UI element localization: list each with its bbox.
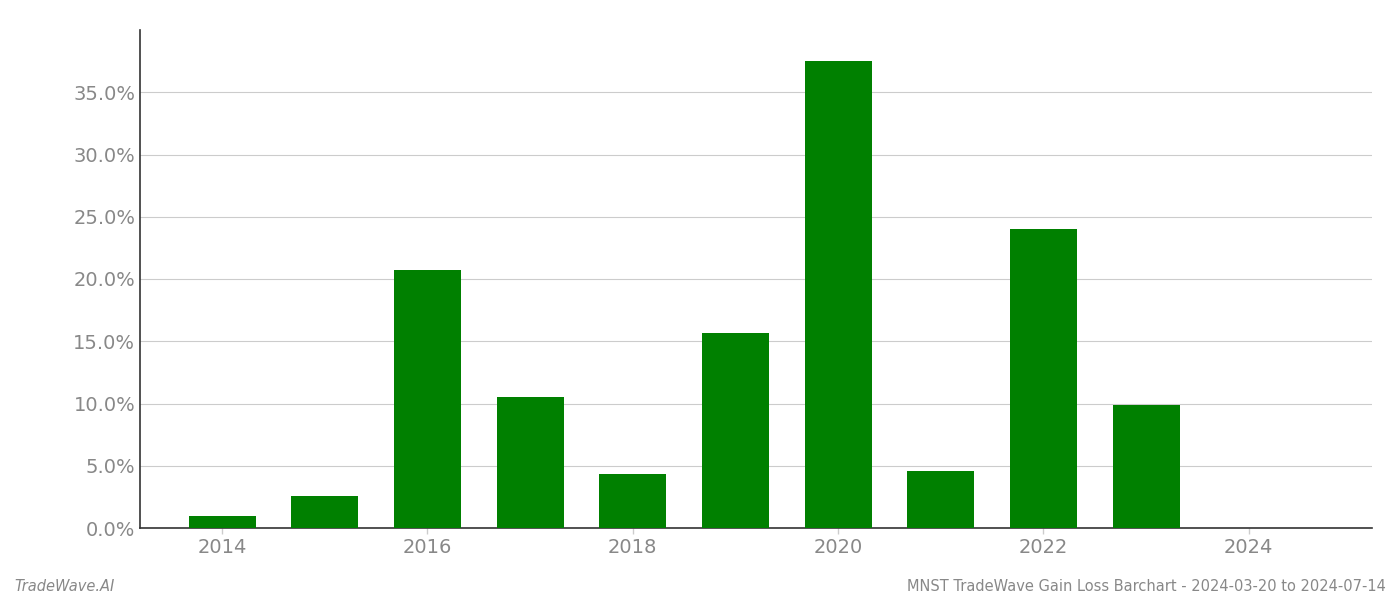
Text: MNST TradeWave Gain Loss Barchart - 2024-03-20 to 2024-07-14: MNST TradeWave Gain Loss Barchart - 2024… — [907, 579, 1386, 594]
Bar — [907, 471, 974, 528]
Bar — [189, 515, 256, 528]
Bar — [1113, 405, 1180, 528]
Text: TradeWave.AI: TradeWave.AI — [14, 579, 115, 594]
Bar — [599, 475, 666, 528]
Bar — [497, 397, 564, 528]
Bar — [291, 496, 358, 528]
Bar — [393, 270, 461, 528]
Bar — [701, 332, 769, 528]
Bar — [805, 61, 872, 528]
Bar — [1009, 229, 1077, 528]
